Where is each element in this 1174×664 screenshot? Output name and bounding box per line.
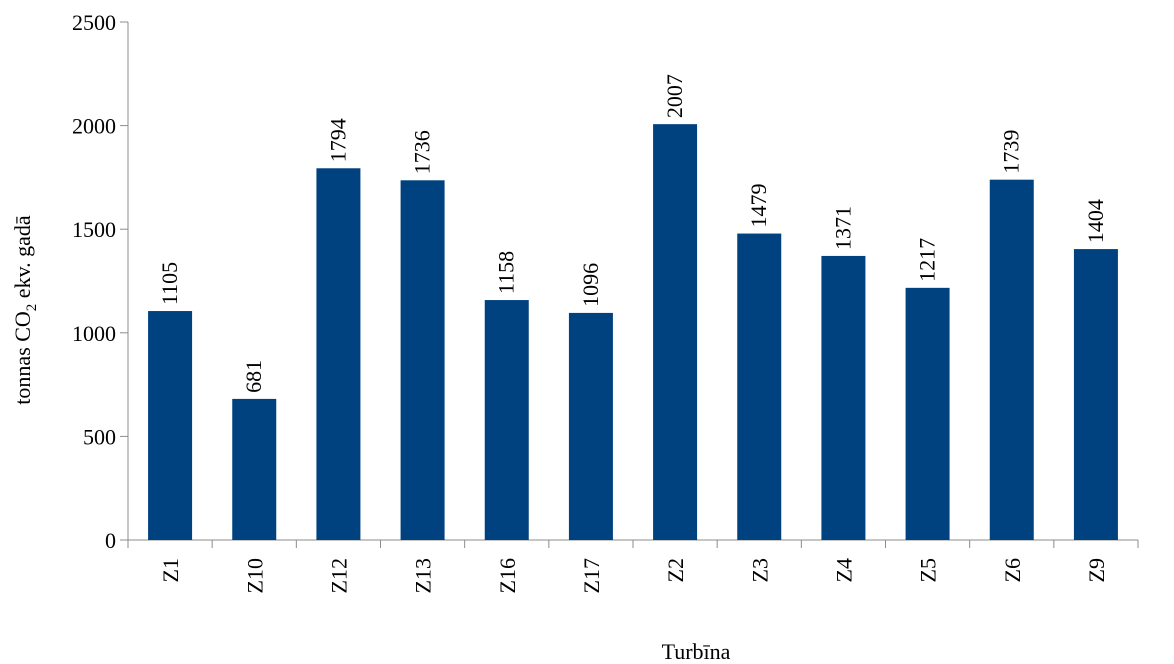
data-label-z3: 1479 [746, 184, 771, 228]
data-label-z1: 1105 [157, 262, 182, 305]
bar-z1 [148, 311, 193, 540]
data-label-z2: 2007 [662, 74, 687, 118]
y-axis-title-part-2: ekv. gadā [10, 215, 35, 304]
category-label-z3: Z3 [747, 558, 772, 582]
data-label-z5: 1217 [915, 238, 940, 282]
category-label-z4: Z4 [831, 558, 856, 582]
bar-z2 [653, 124, 698, 541]
y-tick-label: 500 [83, 424, 116, 449]
y-tick-label: 0 [105, 528, 116, 553]
category-label-z13: Z13 [411, 558, 436, 593]
bar-z3 [737, 233, 782, 541]
y-tick-label: 1000 [72, 321, 116, 346]
data-labels: 1105 681 1794 1736 1158 1096 2007 1479 1371 1217 1… [157, 74, 1108, 393]
y-tick-label: 2500 [72, 10, 116, 35]
bar-z10 [232, 398, 277, 540]
y-tick-label: 2000 [72, 114, 116, 139]
bar-z4 [821, 255, 866, 540]
data-label-z4: 1371 [830, 206, 855, 250]
data-label-z13: 1736 [410, 130, 435, 174]
bar-z13 [400, 180, 445, 541]
y-axis-title: tonnas CO2 ekv. gadā [10, 215, 40, 405]
bar-z12 [316, 168, 361, 540]
y-tick-label: 1500 [72, 217, 116, 242]
data-label-z16: 1158 [494, 251, 519, 294]
data-label-z6: 1739 [999, 130, 1024, 174]
data-label-z9: 1404 [1083, 199, 1108, 243]
x-axis: Z1 Z10 Z12 Z13 Z16 Z17 Z2 Z3 Z4 Z5 Z6 Z9 [127, 539, 1139, 593]
bar-z5 [905, 287, 950, 540]
bar-z17 [568, 312, 613, 540]
category-label-z2: Z2 [663, 558, 688, 582]
category-label-z1: Z1 [158, 558, 183, 582]
x-axis-title: Turbīna [662, 639, 731, 664]
bar-z9 [1073, 249, 1118, 540]
y-axis: 0 500 1000 1500 2000 2500 [72, 10, 129, 553]
category-label-z16: Z16 [495, 558, 520, 593]
bar-z16 [484, 300, 529, 540]
data-label-z12: 1794 [325, 118, 350, 162]
bar-z6 [989, 179, 1034, 540]
category-label-z17: Z17 [579, 558, 604, 593]
category-label-z12: Z12 [326, 558, 351, 593]
category-label-z5: Z5 [916, 558, 941, 582]
y-axis-title-subscript: 2 [24, 304, 40, 312]
data-label-z10: 681 [241, 360, 266, 393]
category-label-z10: Z10 [242, 558, 267, 593]
y-axis-title-part-1: tonnas CO [10, 311, 35, 405]
bars [148, 124, 1118, 541]
category-label-z9: Z9 [1084, 558, 1109, 582]
category-label-z6: Z6 [1000, 558, 1025, 582]
data-label-z17: 1096 [578, 263, 603, 307]
